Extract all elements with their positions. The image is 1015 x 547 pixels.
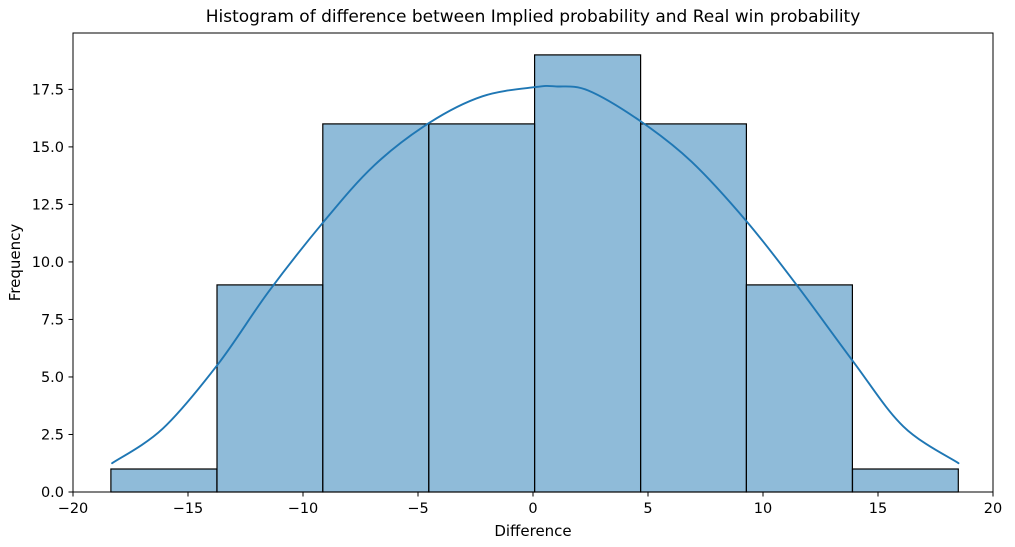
axes-frame [72,32,994,493]
y-axis-label: Frequency [6,224,24,302]
histogram-bar [110,468,218,493]
y-tick-label: 0.0 [41,485,64,501]
histogram-bar [216,284,324,493]
histogram-bar [639,123,747,493]
bars-layer [110,54,959,493]
ticks-layer: −20 −15 −10 −5 0 5 10 15 20 0.0 2.5 5.0 7.5 10.0 12.5 1… [32,82,1003,517]
y-tick-label: 7.5 [41,312,64,328]
x-tick-label: −10 [288,501,319,517]
histogram-bar [851,468,959,493]
y-tick-label: 12.5 [32,197,64,213]
y-tick-label: 15.0 [32,140,64,156]
chart-title: Histogram of difference between Implied … [206,7,861,27]
x-tick-label: 20 [984,501,1002,517]
x-tick-label: 15 [869,501,887,517]
y-tick-label: 2.5 [41,427,64,443]
kde-curve [111,84,960,465]
histogram-bar [428,123,536,493]
x-tick-label: 5 [643,501,652,517]
x-tick-label: 0 [528,501,537,517]
x-axis-label: Difference [494,522,571,540]
x-tick-label: 10 [754,501,772,517]
y-tick-label: 5.0 [41,370,64,386]
histogram-bar [533,54,642,493]
x-tick-label: −15 [173,501,204,517]
histogram-bar [322,123,430,493]
x-tick-label: −20 [58,501,89,517]
x-tick-label: −5 [407,501,428,517]
y-tick-label: 10.0 [32,255,64,271]
y-tick-label: 17.5 [32,82,64,98]
histogram-bar [745,284,854,493]
kde-curve-layer [111,84,960,465]
